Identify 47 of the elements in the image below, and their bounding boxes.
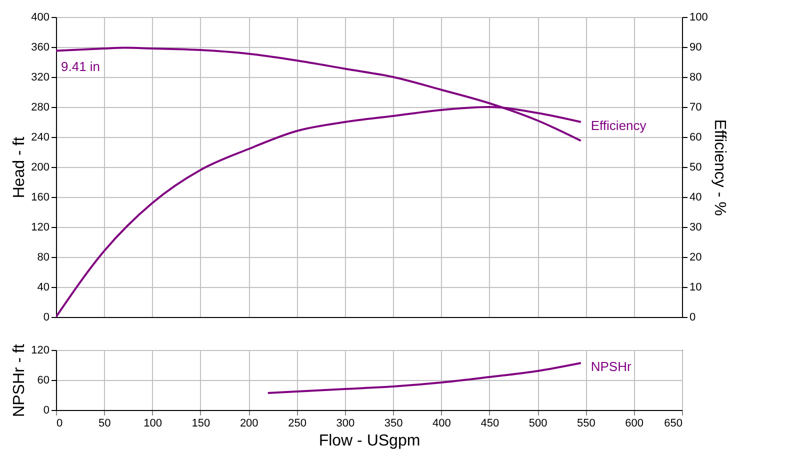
x-tick-label: 450 [480, 418, 500, 430]
y-tick-label: 40 [37, 282, 50, 294]
y-tick-label: 280 [31, 102, 50, 114]
x-tick-label: 250 [288, 418, 306, 430]
y2-tick-label: 100 [690, 12, 708, 24]
y-tick-label: 320 [31, 72, 50, 84]
x-tick-label: 400 [432, 418, 451, 430]
y-tick-label: 240 [31, 132, 50, 144]
x-tick-label: 650 [664, 418, 682, 430]
y2-tick-label: 60 [690, 132, 702, 144]
series-label: NPSHr [590, 359, 632, 374]
y-tick-label: 200 [31, 162, 50, 174]
x-tick-label: 100 [144, 418, 162, 430]
y-tick-label: 80 [37, 252, 50, 264]
x-tick-label: 600 [625, 418, 644, 430]
y-axis-title: Head - ft [11, 136, 28, 198]
line-series [266, 362, 582, 394]
y-tick-label: 60 [37, 374, 50, 386]
y2-tick-label: 80 [690, 72, 702, 84]
y-axis-title: NPSHr - ft [11, 344, 28, 417]
y-tick-label: 0 [43, 312, 50, 324]
x-tick-label: 150 [192, 418, 210, 430]
annotation: 9.41 in [61, 59, 100, 74]
series-label: Efficiency [590, 118, 647, 133]
y-tick-label: 160 [31, 192, 50, 204]
y-tick-label: 120 [31, 344, 50, 356]
x-tick-label: 350 [384, 418, 403, 430]
y2-tick-label: 50 [690, 162, 702, 174]
y2-tick-label: 90 [690, 42, 702, 54]
y2-tick-label: 20 [690, 252, 702, 264]
y2-tick-label: 40 [690, 192, 702, 204]
y-tick-label: 120 [31, 222, 50, 234]
x-tick-label: 500 [528, 418, 548, 430]
y2-tick-label: 10 [690, 282, 702, 294]
x-tick-label: 200 [240, 418, 258, 430]
x-axis-title: Flow - USgpm [318, 432, 420, 450]
y2-axis-title: Efficiency - % [710, 119, 728, 216]
y2-tick-label: 70 [690, 102, 702, 114]
x-tick-label: 300 [336, 418, 355, 430]
y-tick-label: 0 [43, 404, 50, 416]
x-tick-label: 50 [98, 418, 111, 430]
x-tick-label: 550 [577, 418, 596, 430]
x-tick-label: 0 [56, 418, 63, 430]
y-tick-label: 360 [31, 42, 50, 54]
y2-tick-label: 30 [690, 222, 702, 234]
y-tick-label: 400 [31, 12, 50, 24]
y2-tick-label: 0 [690, 312, 696, 324]
